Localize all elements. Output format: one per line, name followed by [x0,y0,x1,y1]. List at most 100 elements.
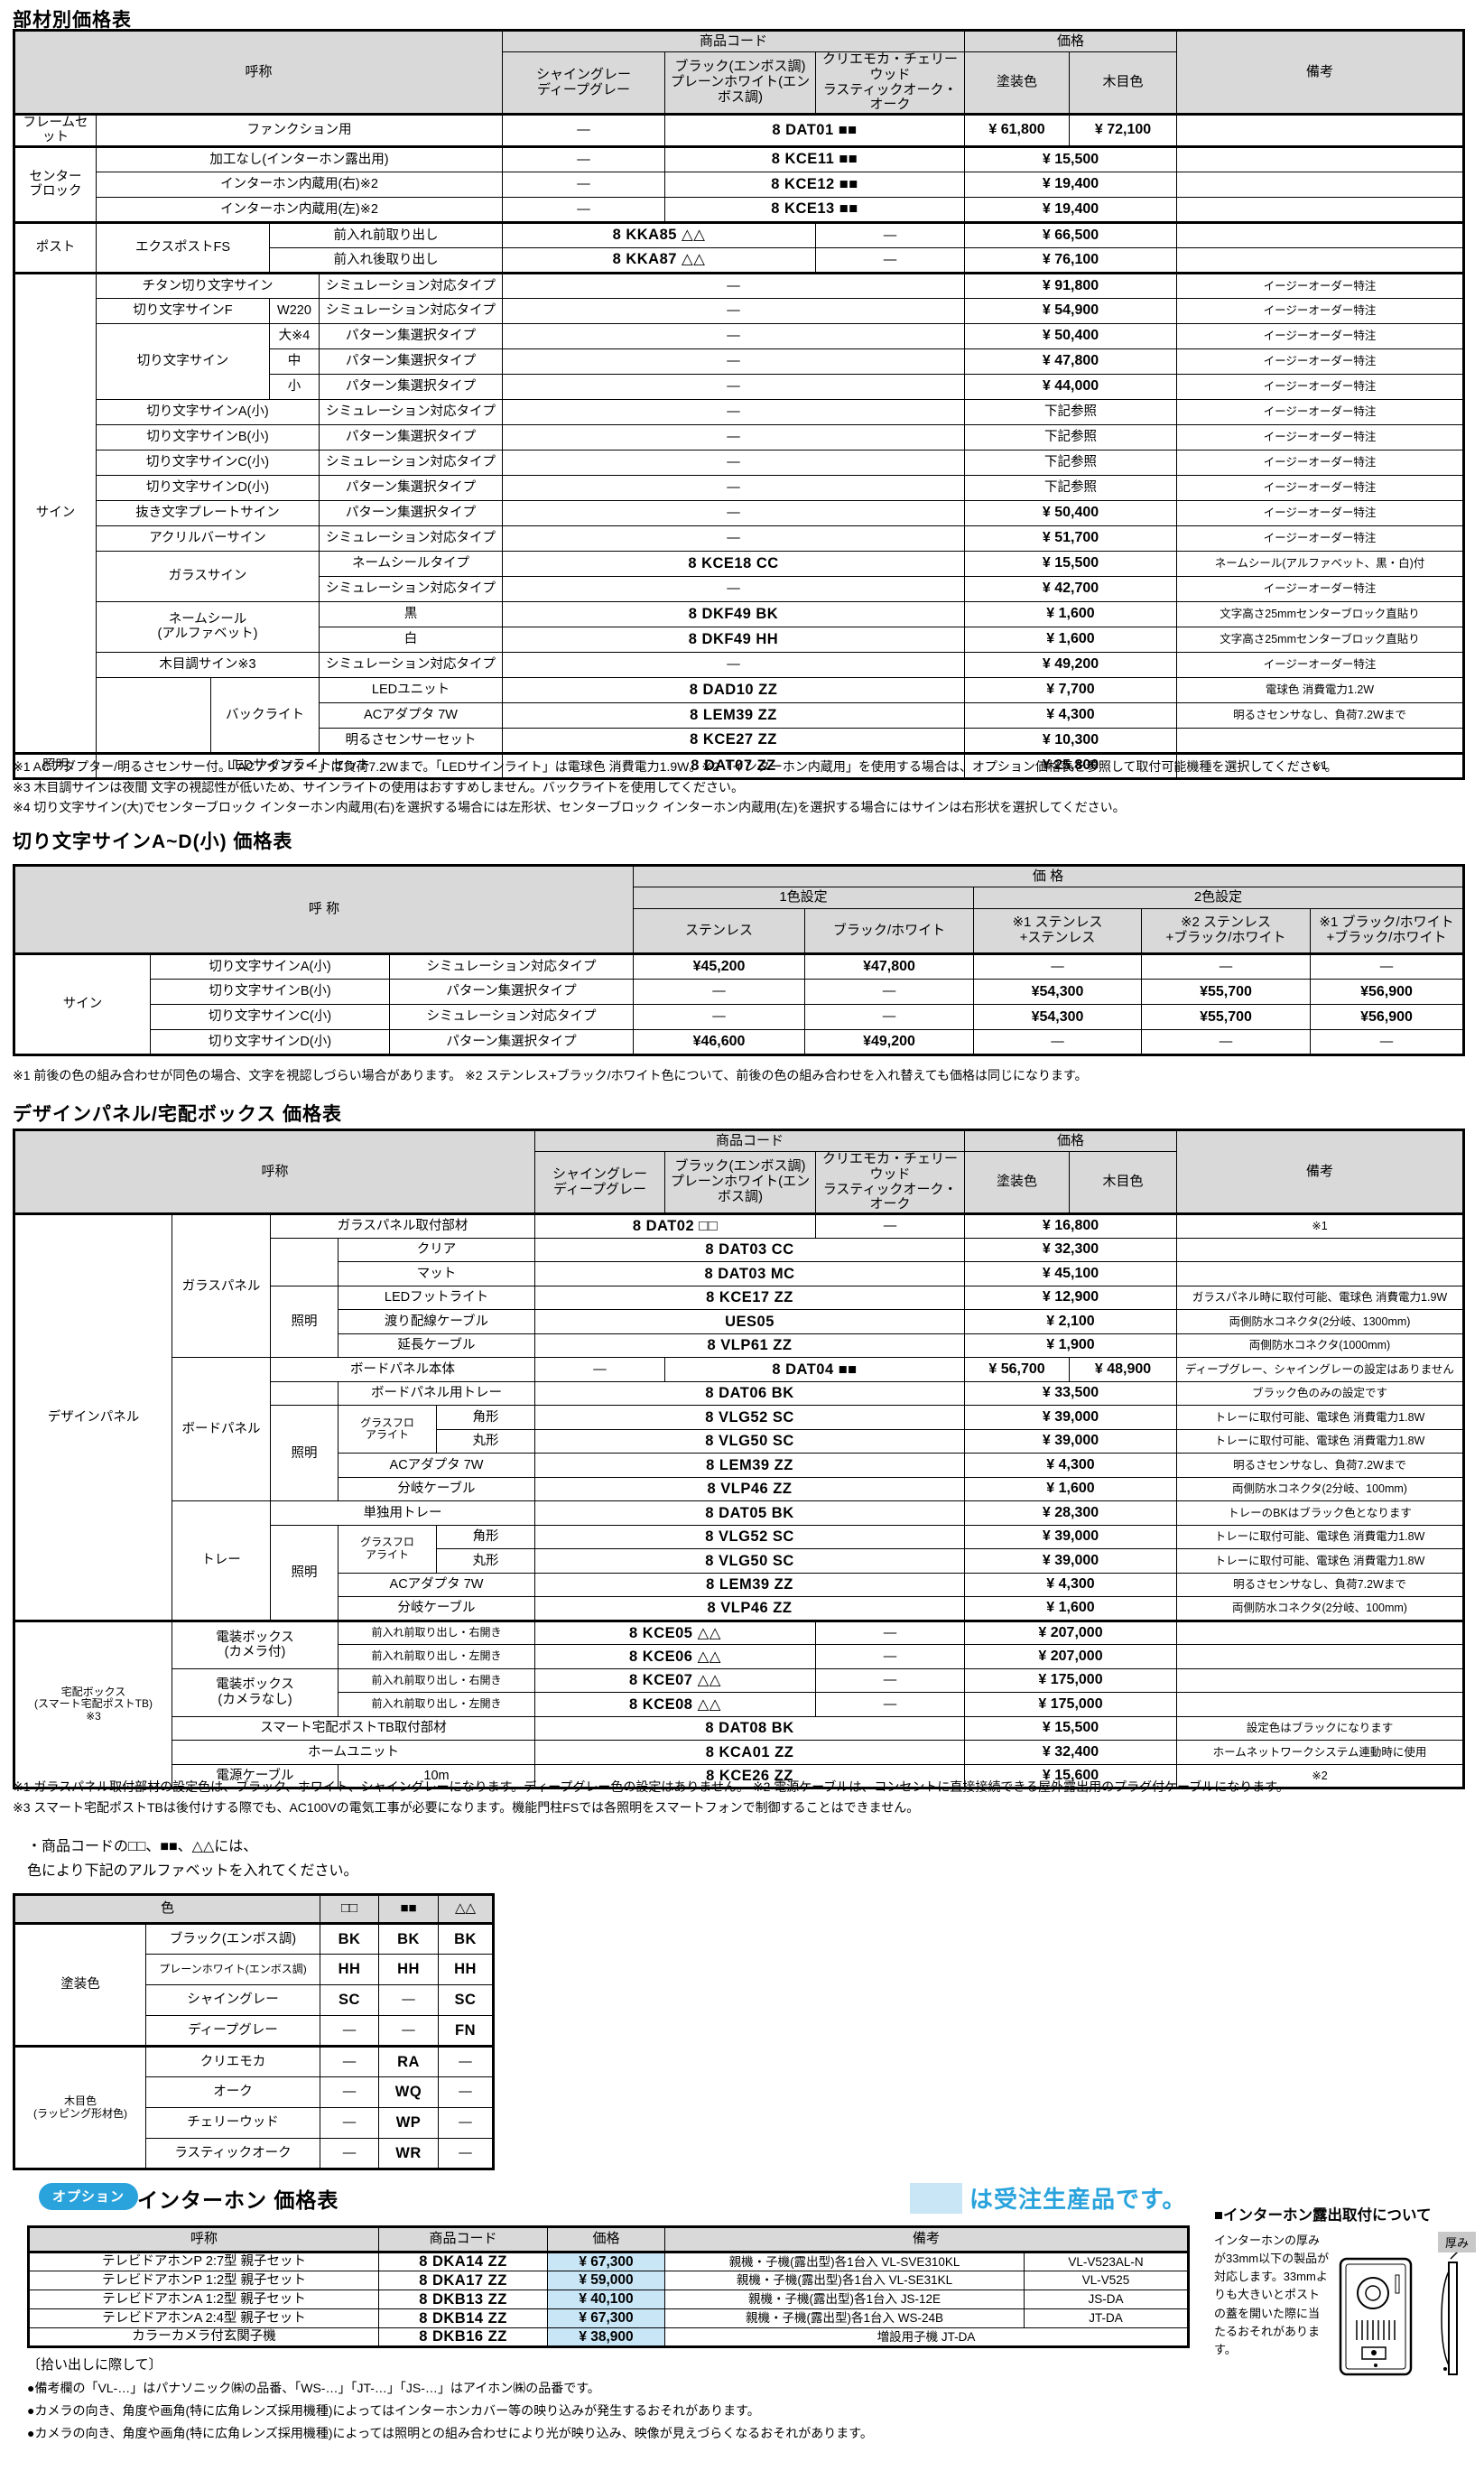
table-cell: 明るさセンサなし、負荷7.2Wまで [1176,1453,1464,1478]
color-table: 色 □□ ■■ △△ 塗装色 ブラック(エンボス調) BK BK BK プレーンホワイト(エンボス… [13,1893,495,2170]
page-title-cut-letter-sign: 切り文字サインA~D(小) 価格表 [13,831,293,852]
table-cell: ホームネットワークシステム連動時に使用 [1176,1740,1464,1765]
table-cell: 設定色はブラックになります [1176,1715,1464,1742]
table-cell: 木目調サイン※3 [96,651,320,678]
table-cell: 8 LEM39 ZZ [534,1572,965,1598]
table-cell [96,676,211,754]
table-cell: イージーオーダー特注 [1176,575,1464,602]
table-cell: 丸形 [436,1428,535,1454]
header-cell: ※2 ステンレス +ブラック/ホワイト [1141,908,1311,954]
table-cell: — [973,1029,1142,1055]
table-cell: ¥ 39,000 [964,1524,1177,1550]
table-cell: バックライト [210,676,320,754]
header-cell: ステンレス [633,908,805,954]
table-cell: 電球色 消費電力1.2W [1176,676,1464,703]
header-cell: ブラック(エンボス調) プレーンホワイト(エンボス調) [664,1150,816,1215]
table-cell: 木目色 (ラッピング形材色) [14,2045,146,2169]
table-cell: — [502,575,965,602]
table-cell: 前入れ後取り出し [269,246,503,274]
table-cell: シミュレーション対応タイプ [319,525,503,552]
table-cell: LEDユニット [319,676,503,703]
table-cell: ¥ 40,100 [547,2290,665,2309]
infobox-body: インターホンの厚みが33mm以下の製品が対応します。33mmよりも大きいとポスト… [1214,2234,1330,2356]
table-cell: — [633,1004,805,1030]
table-cell: ボードパネル本体 [270,1357,535,1382]
table-cell: 下記参照 [964,423,1177,450]
table-cell: ¥ 50,400 [964,322,1177,349]
table-cell: 両側防水コネクタ(2分岐、1300mm) [1176,1309,1464,1334]
table-cell: ガラスサイン [96,550,320,602]
table-cell: 8 DAT04 ■■ [664,1357,965,1382]
table-cell: 切り文字サインA(小) [150,952,390,980]
table-cell: 下記参照 [964,474,1177,501]
table-cell: ¥ 59,000 [547,2271,665,2290]
table-cell: ¥ 28,300 [964,1500,1177,1526]
table-cell: — [815,246,965,274]
header-cell: 備考 [664,2226,1189,2252]
table-cell: トレーに取付可能、電球色 消費電力1.8W [1176,1524,1464,1550]
table-cell: ¥55,700 [1141,1004,1311,1030]
table-cell: ¥ 39,000 [964,1405,1177,1430]
table-cell: ¥ 54,900 [964,297,1177,324]
table-cell: — [815,1667,965,1694]
table-cell: パターン集選択タイプ [319,373,503,400]
table-cell: 加工なし(インターホン露出用) [96,144,503,172]
table-cell: 切り文字サインC(小) [150,1004,390,1030]
header-cell: ※1 ブラック/ホワイト +ブラック/ホワイト [1310,908,1464,954]
table-cell: ブラック(エンボス調) [145,1922,320,1955]
table-cell: ¥ 48,900 [1069,1357,1177,1382]
table-cell: ¥ 72,100 [1069,113,1177,147]
table-cell: シミュレーション対応タイプ [319,449,503,476]
table-cell: イージーオーダー特注 [1176,398,1464,425]
table-cell: 電源ケーブル [172,1763,339,1789]
table-cell: — [502,297,965,324]
table-cell: — [815,1619,965,1646]
made-to-order-swatch [910,2182,962,2214]
table-cell: 下記参照 [964,449,1177,476]
table-cell: — [320,2107,379,2139]
table-cell: — [815,1692,965,1717]
table-cell: 切り文字サインC(小) [96,449,320,476]
table-cell: 8 KCE05 △△ [534,1619,816,1646]
table-cell: BK [320,1922,379,1955]
intercom-title: インターホン 価格表 [137,2188,339,2212]
table-cell: — [502,196,665,223]
table-cell [1176,1237,1464,1263]
table-cell: ¥ 15,500 [964,144,1177,172]
note-line: 色により下記のアルファベットを入れてください。 [27,1863,358,1880]
table-cell: ¥ 25,800 [964,751,1177,779]
table-cell: BK [438,1922,494,1955]
table-cell: トレーに取付可能、電球色 消費電力1.8W [1176,1548,1464,1574]
table-cell: ¥ 15,500 [964,550,1177,577]
table-cell: ¥ 61,800 [964,113,1070,147]
option-badge: オプション [39,2183,139,2210]
table-cell: イージーオーダー特注 [1176,449,1464,476]
table-cell: カラーカメラ付玄関子機 [28,2327,379,2347]
table-cell: ※1 [1176,751,1464,779]
header-cell: 塗装色 [964,1150,1070,1215]
table-cell: 8 DKF49 BK [502,600,965,627]
table-cell: ¥ 50,400 [964,499,1177,526]
table-cell: ¥56,900 [1310,979,1464,1005]
table-cell: ¥ 1,600 [964,1476,1177,1502]
table-cell: SC [320,1984,379,2016]
table-cell: 大※4 [269,322,320,349]
table-cell: ラスティックオーク [145,2138,320,2169]
table-cell: 8 DKA14 ZZ [378,2251,548,2271]
intercom-table-mount: 呼称 商品コード 価格 備考 テレビドアホンP 2:7型 親子セット 8 DKA14 ZZ… [27,2225,1190,2348]
table-cell: チェリーウッド [145,2107,320,2139]
table-cell: ¥ 39,000 [964,1548,1177,1574]
table-cell: ¥ 66,500 [964,220,1177,248]
table-cell: 8 DAT05 BK [534,1500,965,1526]
pickup-item: ●カメラの向き、角度や画角(特に広角レンズ採用機種)によっては照明との組み合わせ… [27,2426,873,2441]
table-cell: — [1141,1029,1311,1055]
table-cell: ¥ 19,400 [964,171,1177,198]
table-cell: 8 KCE11 ■■ [664,144,965,172]
table-cell: 前入れ前取り出し・左開き [338,1692,535,1717]
table-cell: ¥49,200 [804,1029,974,1055]
table-cell: — [502,113,665,147]
table-cell: 親機・子機(露出型)各1台入 WS-24B [664,2308,1025,2328]
table-cell: 8 DAT07 ZZ [502,751,965,779]
table-cell: クリア [338,1237,535,1263]
table-cell: — [378,1984,439,2016]
